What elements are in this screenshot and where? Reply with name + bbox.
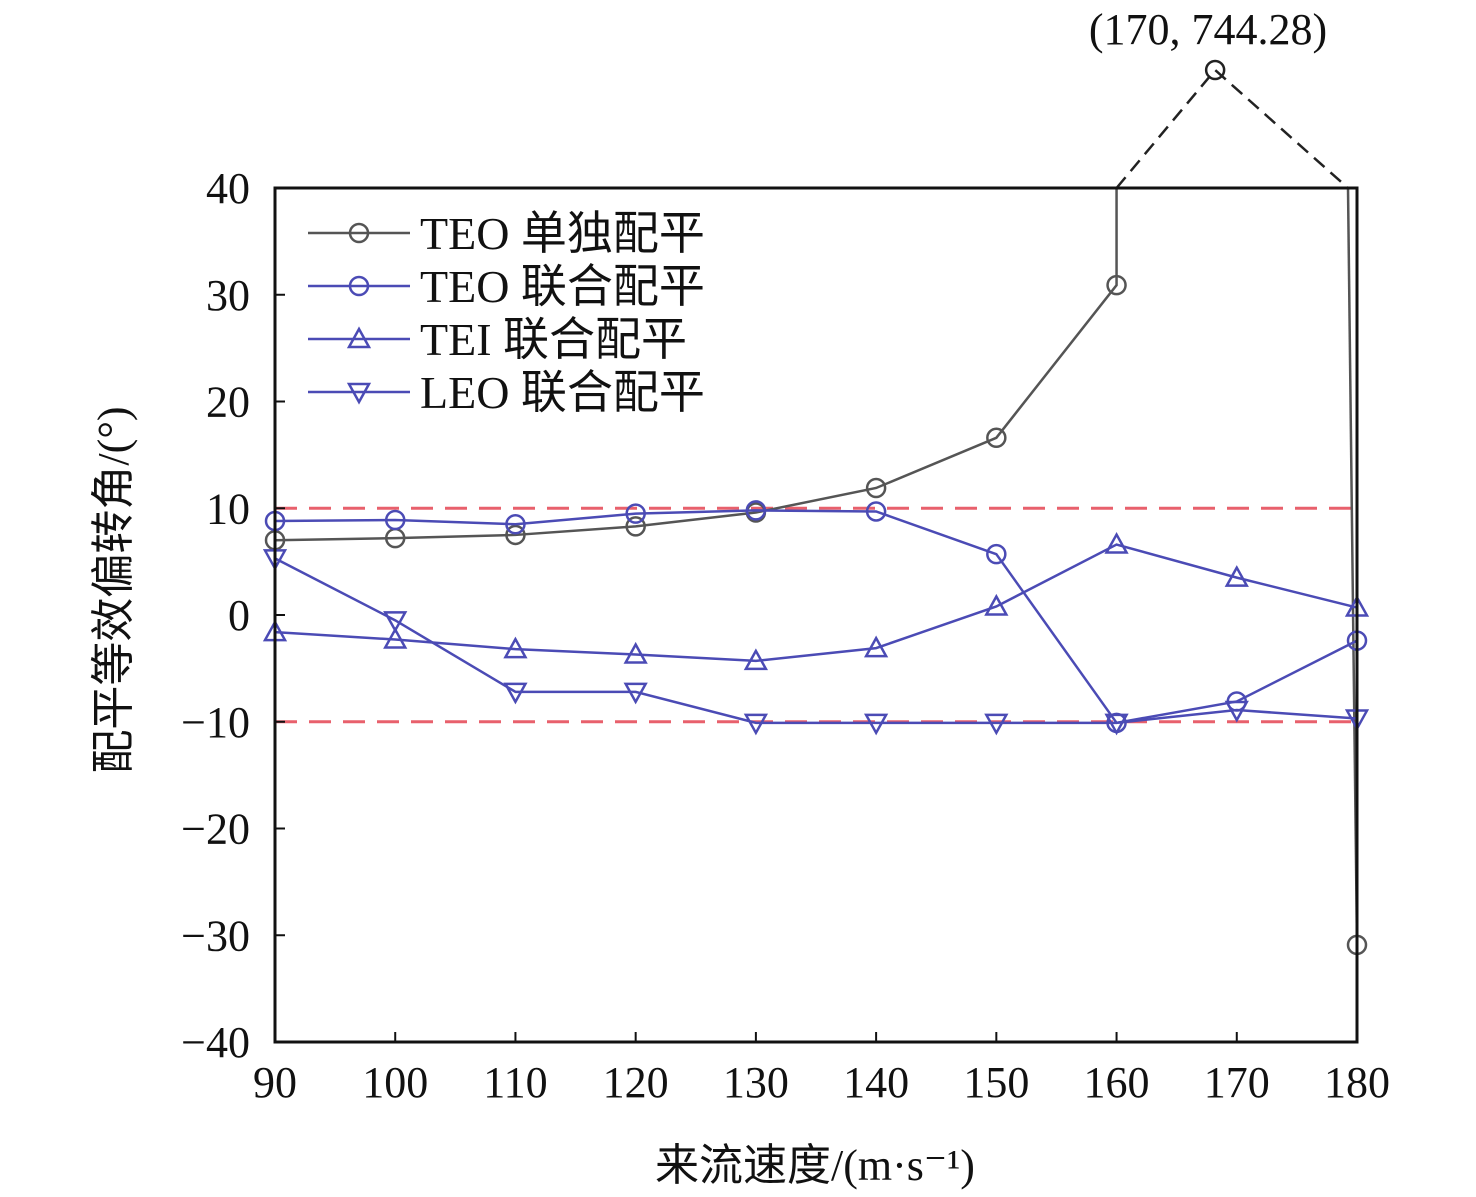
data-point-triangle-up (1104, 531, 1129, 554)
data-point-circle (505, 524, 526, 546)
data-point-triangle-up (1224, 565, 1249, 587)
data-point-circle (986, 427, 1007, 449)
legend-label: TEI 联合配平 (420, 314, 687, 365)
series-line (274, 188, 1118, 542)
y-tick-label: 40 (206, 164, 250, 213)
annotation-label: (170, 744.28) (1089, 5, 1327, 54)
data-point-triangle-up (863, 635, 889, 658)
x-tick-label: 140 (843, 1058, 909, 1107)
data-point-circle (1204, 59, 1226, 81)
x-tick-label: 90 (253, 1058, 297, 1107)
x-tick-label: 170 (1204, 1058, 1270, 1107)
x-tick-label: 130 (723, 1058, 789, 1107)
y-tick-label: −20 (181, 805, 250, 854)
y-tick-label: 30 (206, 271, 250, 320)
data-point-triangle-down (346, 382, 372, 405)
series-line (274, 509, 1358, 725)
data-point-triangle-down (984, 713, 1009, 736)
data-point-triangle-down (503, 682, 528, 705)
data-point-triangle-up (743, 648, 769, 671)
y-axis-title: 配平等效偏转角/(°) (89, 406, 138, 773)
data-point-triangle-down (1104, 713, 1129, 736)
y-tick-label: 10 (206, 484, 250, 533)
legend-label: TEO 联合配平 (420, 261, 705, 312)
data-point-triangle-down (623, 682, 648, 705)
data-point-triangle-up (623, 641, 648, 664)
x-tick-label: 150 (963, 1058, 1029, 1107)
data-point-circle (986, 543, 1007, 565)
x-tick-label: 160 (1084, 1058, 1150, 1107)
outlier-connector (1115, 68, 1349, 189)
x-tick-label: 110 (483, 1058, 547, 1107)
data-point-circle (865, 501, 887, 522)
data-point-circle (348, 222, 370, 244)
data-point-triangle-up (383, 626, 408, 649)
data-point-circle (505, 514, 526, 535)
y-tick-label: −10 (181, 698, 250, 747)
legend-label: LEO 联合配平 (420, 367, 705, 418)
y-tick-label: −40 (181, 1018, 250, 1067)
data-point-triangle-down (743, 713, 769, 736)
series-2 (262, 531, 1370, 671)
data-point-circle (384, 509, 406, 531)
data-point-circle (745, 500, 767, 521)
x-tick-label: 120 (603, 1058, 669, 1107)
data-point-triangle-up (346, 326, 372, 349)
legend-label: TEO 单独配平 (420, 208, 705, 259)
data-point-triangle-down (1224, 700, 1249, 723)
data-point-circle (348, 275, 370, 297)
y-tick-label: 20 (206, 378, 250, 427)
data-point-circle (625, 516, 646, 537)
data-point-triangle-up (503, 636, 528, 659)
series-3 (262, 549, 1370, 736)
series-line (274, 557, 1358, 725)
data-point-circle (625, 503, 646, 524)
x-tick-label: 100 (362, 1058, 428, 1107)
data-point-triangle-down (383, 611, 408, 633)
data-point-triangle-up (984, 593, 1009, 616)
data-point-triangle-down (863, 713, 889, 736)
x-tick-label: 180 (1324, 1058, 1390, 1107)
y-tick-label: −30 (181, 911, 250, 960)
data-point-circle (865, 477, 887, 499)
data-point-circle (1106, 274, 1127, 296)
data-point-circle (384, 527, 406, 549)
x-axis-title: 来流速度/(m·s⁻¹) (655, 1141, 975, 1190)
y-tick-label: 0 (228, 591, 250, 640)
series-line (274, 543, 1358, 663)
